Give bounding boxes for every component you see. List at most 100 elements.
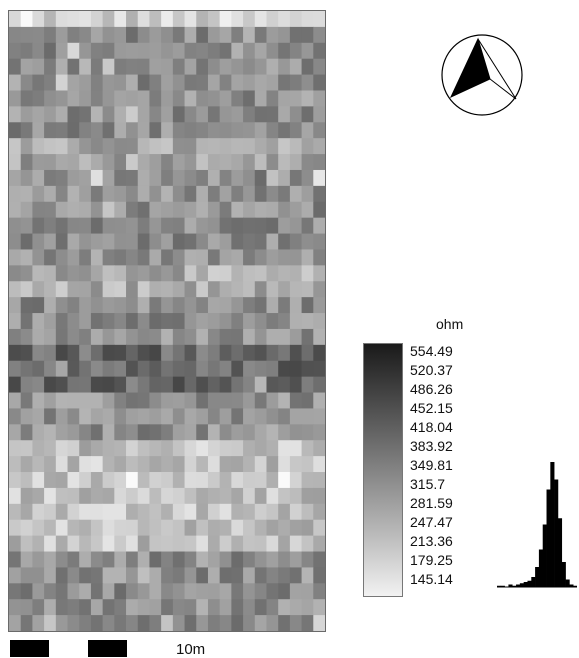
grid-cell: [196, 408, 209, 425]
grid-cell: [278, 42, 291, 60]
grid-cell: [313, 217, 325, 235]
grid-cell: [231, 90, 244, 107]
north-arrow-icon: [441, 34, 523, 116]
grid-cell: [44, 344, 57, 362]
grid-cell: [20, 599, 34, 616]
grid-cell: [254, 313, 268, 330]
grid-cell: [20, 376, 34, 394]
grid-cell: [44, 138, 57, 155]
grid-cell: [114, 567, 127, 584]
grid-cell: [172, 297, 186, 314]
grid-cell: [313, 42, 325, 60]
grid-cell: [90, 74, 104, 92]
grid-cell: [313, 58, 325, 76]
grid-cell: [67, 456, 80, 473]
grid-cell: [55, 58, 69, 76]
grid-cell: [266, 26, 279, 44]
grid-cell: [254, 376, 268, 394]
grid-cell: [254, 106, 268, 123]
grid-cell: [207, 535, 221, 553]
grid-cell: [20, 217, 34, 235]
grid-cell: [161, 74, 174, 92]
grid-cell: [9, 551, 22, 569]
grid-cell: [90, 42, 104, 60]
grid-cell: [161, 567, 174, 584]
grid-cell: [161, 138, 174, 155]
grid-cell: [266, 519, 279, 537]
grid-cell: [137, 26, 151, 44]
grid-cell: [184, 535, 197, 553]
grid-cell: [20, 185, 34, 203]
grid-cell: [90, 360, 104, 378]
grid-cell: [102, 122, 115, 139]
grid-cell: [266, 535, 279, 553]
grid-cell: [196, 154, 209, 171]
grid-cell: [313, 424, 325, 441]
grid-cell: [114, 138, 127, 155]
grid-cell: [44, 615, 57, 631]
grid-cell: [289, 424, 303, 441]
grid-cell: [44, 265, 57, 282]
grid-cell: [67, 472, 80, 489]
grid-cell: [231, 567, 244, 584]
grid-cell: [196, 106, 209, 123]
grid-cell: [184, 344, 197, 362]
grid-cell: [266, 408, 279, 425]
grid-cell: [149, 313, 162, 330]
grid-cell: [20, 138, 34, 155]
resistivity-grid-map: [8, 10, 326, 632]
grid-cell: [301, 344, 314, 362]
grid-cell: [184, 265, 197, 282]
grid-cell: [44, 487, 57, 505]
grid-cell: [20, 249, 34, 266]
grid-cell: [126, 472, 139, 489]
grid-cell: [254, 249, 268, 266]
grid-cell: [301, 122, 314, 139]
grid-cell: [289, 456, 303, 473]
grid-cell: [278, 201, 291, 219]
grid-cell: [313, 74, 325, 92]
grid-cell: [55, 217, 69, 235]
grid-cell: [67, 90, 80, 107]
grid-cell: [254, 535, 268, 553]
grid-cell: [32, 74, 45, 92]
grid-cell: [149, 74, 162, 92]
grid-cell: [219, 583, 232, 600]
grid-cell: [67, 169, 80, 187]
grid-cell: [67, 551, 80, 569]
grid-cell: [289, 249, 303, 266]
grid-cell: [55, 424, 69, 441]
grid-cell: [126, 535, 139, 553]
grid-cell: [266, 440, 279, 457]
grid-cell: [9, 265, 22, 282]
grid-cell: [102, 456, 115, 473]
grid-cell: [266, 122, 279, 139]
grid-cell: [278, 551, 291, 569]
grid-cell: [90, 408, 104, 425]
grid-cell: [278, 360, 291, 378]
grid-cell: [278, 169, 291, 187]
grid-cell: [90, 456, 104, 473]
grid-cell: [289, 217, 303, 235]
grid-cell: [266, 74, 279, 92]
grid-cell: [196, 281, 209, 298]
grid-cell: [20, 106, 34, 123]
grid-cell: [207, 567, 221, 584]
grid-cell: [231, 265, 244, 282]
grid-cell: [44, 26, 57, 44]
grid-cell: [289, 122, 303, 139]
grid-cell: [67, 583, 80, 600]
grid-cell: [207, 217, 221, 235]
grid-cell: [79, 233, 92, 251]
grid-cell: [149, 26, 162, 44]
grid-cell: [79, 90, 92, 107]
grid-cell: [184, 297, 197, 314]
scale-bar-segment: [10, 640, 49, 657]
grid-cell: [9, 169, 22, 187]
grid-cell: [243, 392, 256, 410]
grid-cell: [55, 583, 69, 600]
grid-cell: [266, 138, 279, 155]
grid-cell: [20, 169, 34, 187]
grid-cell: [90, 154, 104, 171]
grid-cell: [289, 265, 303, 282]
